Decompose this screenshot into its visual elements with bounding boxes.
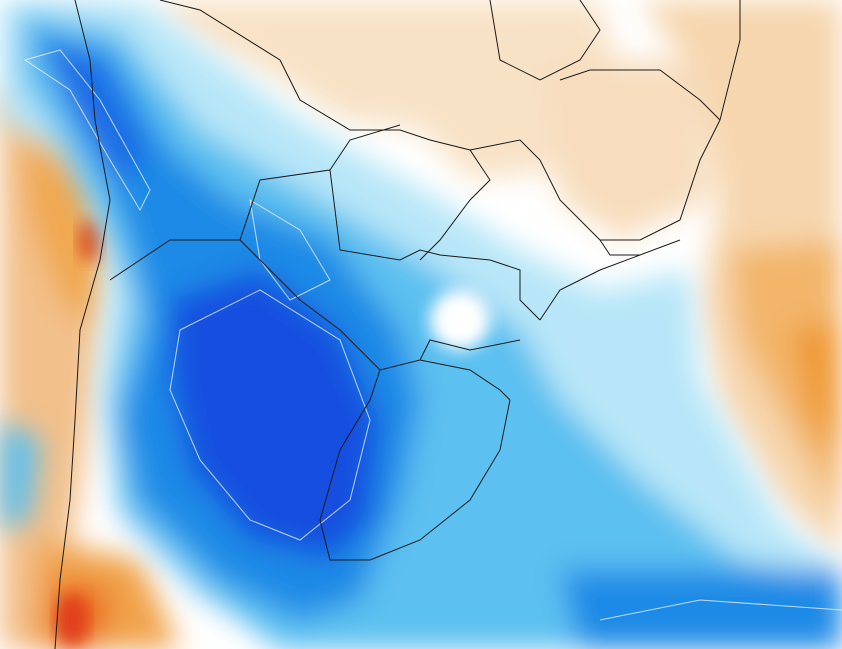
- contour-lines: [23, 49, 842, 621]
- hotspot-andes: [78, 218, 102, 262]
- country-state-borders: [54, 0, 741, 649]
- hotspot-patagonia: [56, 594, 88, 646]
- warm-pocket: [430, 290, 490, 350]
